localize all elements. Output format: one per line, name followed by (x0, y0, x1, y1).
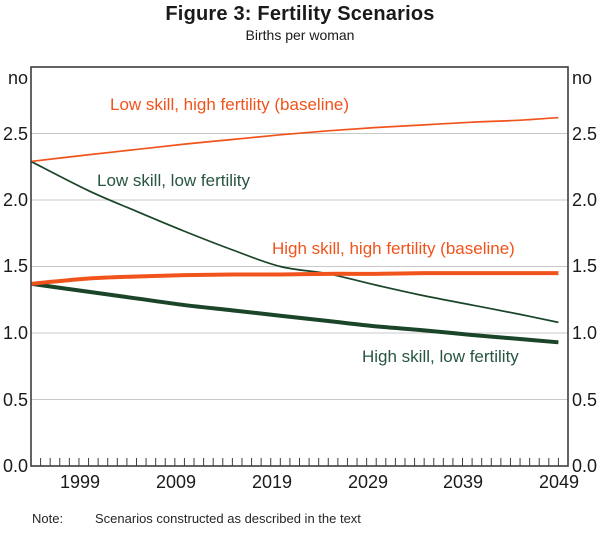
y-tick-label-left: 1.0 (2, 323, 28, 343)
y-tick-label-left: 2.0 (2, 190, 28, 210)
x-tick-label: 2009 (155, 472, 197, 492)
x-tick-label: 2049 (538, 472, 580, 492)
y-tick-label-right: 0.5 (572, 390, 598, 410)
chart-title: Figure 3: Fertility Scenarios (165, 3, 435, 25)
x-tick-label: 1999 (59, 472, 101, 492)
y-tick-label-right: 0.0 (572, 456, 598, 476)
note-label: Note: (32, 511, 64, 526)
y-axis-unit-right: no (572, 68, 593, 88)
y-tick-label-left: 1.5 (2, 256, 28, 276)
y-tick-label-left: 0.0 (2, 456, 28, 476)
series-label-high-skill-high-fertility: High skill, high fertility (baseline) (272, 239, 515, 258)
y-tick-label-left: 2.5 (2, 124, 28, 144)
x-tick-label: 2029 (347, 472, 389, 492)
y-tick-label-right: 1.0 (572, 323, 598, 343)
x-tick-label: 2039 (442, 472, 484, 492)
y-tick-label-right: 2.0 (572, 190, 598, 210)
y-tick-label-left: 0.5 (2, 390, 28, 410)
chart-subtitle: Births per woman (245, 27, 355, 43)
note-text: Scenarios constructed as described in th… (95, 511, 361, 526)
y-axis-unit-left: no (7, 68, 28, 88)
y-tick-label-right: 1.5 (572, 256, 598, 276)
series-label-low-skill-low-fertility: Low skill, low fertility (97, 171, 251, 190)
y-tick-label-right: 2.5 (572, 124, 598, 144)
x-tick-label: 2019 (251, 472, 293, 492)
series-label-low-skill-high-fertility: Low skill, high fertility (baseline) (110, 95, 350, 114)
series-label-high-skill-low-fertility: High skill, low fertility (362, 347, 519, 366)
